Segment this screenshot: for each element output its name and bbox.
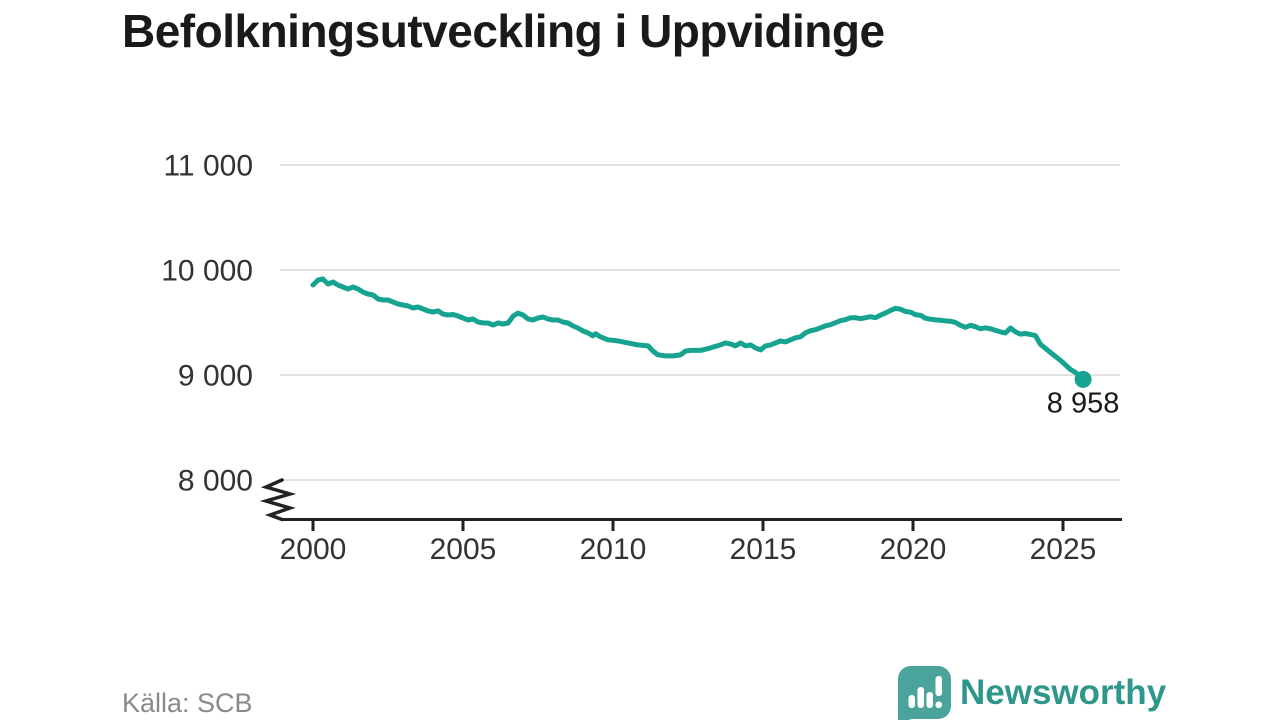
x-axis: 2000 2005 2010 2015 2020 2025	[280, 518, 1122, 566]
x-tick-label: 2020	[880, 533, 947, 566]
chart-title: Befolkningsutveckling i Uppvidinge	[122, 5, 885, 57]
population-line	[310, 276, 1086, 382]
gridlines	[280, 164, 1120, 481]
axis-break-icon	[259, 478, 297, 522]
speech-bubble-icon	[897, 666, 951, 720]
y-tick-label: 10 000	[161, 255, 253, 288]
bar-chart-icon	[908, 676, 942, 708]
y-tick-label: 11 000	[163, 150, 253, 183]
y-tick-label: 9 000	[178, 360, 253, 393]
newsworthy-logo: Newsworthy	[897, 666, 1167, 720]
population-series	[310, 276, 1092, 388]
x-tick-label: 2015	[730, 533, 797, 566]
y-axis-labels: 8 000 9 000 10 000 11 000	[161, 150, 253, 498]
x-tick-label: 2005	[430, 533, 497, 566]
latest-point-marker	[1074, 370, 1092, 388]
y-tick-label: 8 000	[178, 465, 253, 498]
x-tick-label: 2000	[280, 533, 347, 566]
source-label: Källa: SCB	[122, 688, 253, 718]
x-tick-label: 2025	[1030, 533, 1097, 566]
latest-value-label: 8 958	[1047, 387, 1120, 419]
brand-label: Newsworthy	[960, 673, 1167, 712]
x-tick-label: 2010	[580, 533, 647, 566]
